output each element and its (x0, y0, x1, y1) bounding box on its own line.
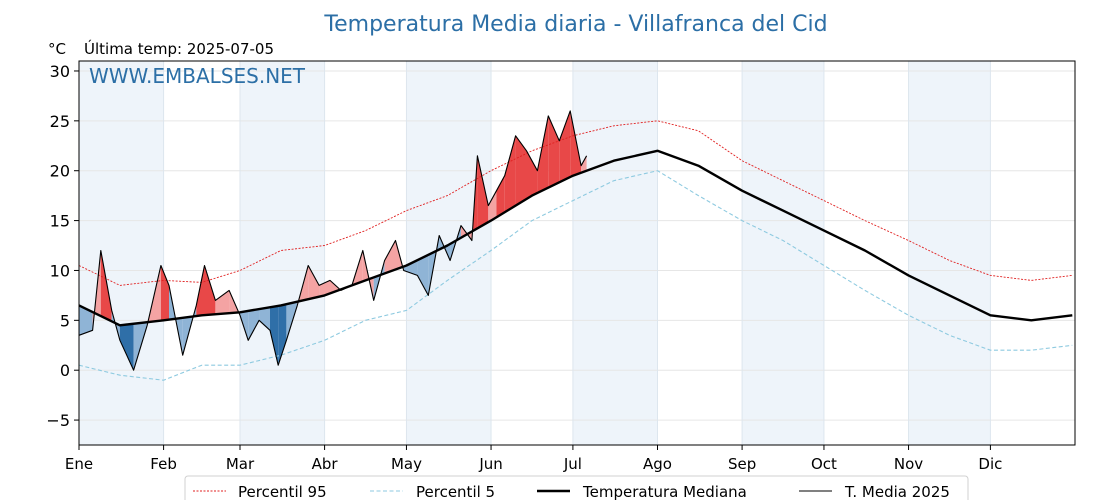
unit-label: °C (48, 40, 66, 58)
y-tick-label: 0 (60, 361, 70, 380)
anomaly-segment (248, 309, 260, 341)
anomaly-segment (559, 110, 571, 183)
anomaly-segment (79, 305, 93, 336)
month-band-mar (239, 61, 325, 445)
month-band-jul (572, 61, 658, 445)
watermark: WWW.EMBALSES.NET (89, 64, 306, 88)
anomaly-segment (384, 240, 396, 274)
x-tick-label-nov: Nov (894, 455, 923, 473)
series-line-t-media-2025 (78, 110, 588, 371)
anomaly-segment (581, 155, 587, 173)
anomaly-segment (515, 135, 527, 206)
anomaly-segment (504, 135, 516, 213)
anomaly-segment (526, 150, 538, 199)
anomaly-segment (496, 175, 505, 218)
anomaly-segment (548, 115, 560, 188)
anomaly-segment (119, 323, 134, 371)
series-line-percentil-5 (78, 170, 1073, 381)
y-tick-label: 30 (50, 62, 70, 81)
series-lines (78, 110, 1073, 381)
x-tick-label-may: May (391, 455, 422, 473)
x-tick-label-mar: Mar (226, 455, 255, 473)
legend-box (184, 475, 969, 500)
x-tick-label-ene: Ene (65, 455, 93, 473)
x-tick-label-jun: Jun (478, 455, 502, 473)
month-bands (79, 61, 991, 445)
plot-frame (78, 60, 1076, 446)
legend-label: Percentil 5 (416, 483, 495, 500)
x-tick-label-jul: Jul (563, 455, 582, 473)
anomaly-segment (204, 265, 216, 316)
x-tick-label-oct: Oct (811, 455, 837, 473)
y-tick-label: 25 (50, 112, 70, 131)
legend: Percentil 95 Percentil 5 Temperatura Media… (184, 475, 969, 500)
x-tick-label-sep: Sep (728, 455, 756, 473)
month-band-nov (908, 61, 991, 445)
y-tick-label: 5 (60, 311, 70, 330)
series-line-percentil-95 (78, 120, 1073, 286)
legend-label: Temperatura Mediana (582, 483, 747, 500)
anomaly-segment (259, 307, 270, 331)
anomaly-segment (215, 290, 230, 315)
y-tick-label: 20 (50, 162, 70, 181)
anomaly-segment (308, 265, 320, 300)
anomaly-segment (570, 110, 582, 177)
anomaly-segment (488, 190, 497, 223)
anomaly-segment (270, 305, 279, 366)
legend-label: T. Media 2025 (844, 483, 950, 500)
x-tick-label-ago: Ago (643, 455, 672, 473)
y-tick-label: 10 (50, 261, 70, 280)
month-band-sep (742, 61, 824, 445)
anomaly-segment (537, 115, 549, 193)
y-axis: −5 0 5 10 15 20 25 30 (46, 62, 79, 430)
series-line-temperatura-mediana (78, 149, 1073, 327)
last-temp-label: Última temp: 2025-07-05 (84, 39, 274, 58)
x-tick-label-abr: Abr (312, 455, 339, 473)
x-tick-label-feb: Feb (150, 455, 177, 473)
anomaly-segment (477, 155, 489, 229)
anomaly-segment (417, 254, 429, 296)
month-band-ene (79, 61, 164, 445)
anomaly-segment (160, 265, 169, 321)
chart-title: Temperatura Media diaria - Villafranca d… (323, 12, 827, 37)
legend-label: Percentil 95 (238, 483, 327, 500)
x-tick-label-dic: Dic (978, 455, 1002, 473)
y-tick-label: 15 (50, 212, 70, 231)
anomaly-segment (278, 304, 287, 366)
x-axis: Ene Feb Mar Abr May Jun Jul Ago Sep Oct Nov Dic (65, 445, 1002, 473)
y-tick-label: −5 (46, 411, 70, 430)
